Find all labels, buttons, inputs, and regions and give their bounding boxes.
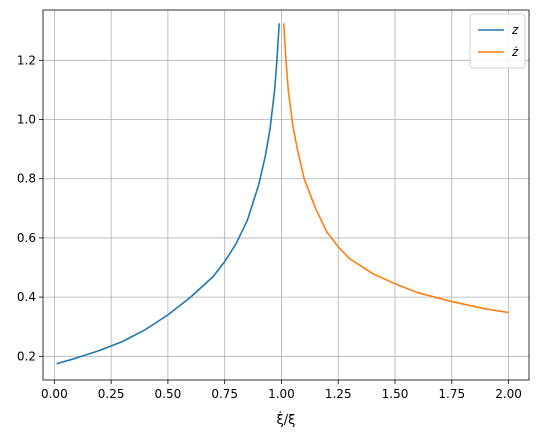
x-tick-label: 1.50 [382,387,409,401]
legend-label: ż [511,45,519,59]
y-tick-label: 0.6 [17,231,36,245]
y-tick-label: 0.8 [17,172,36,186]
legend-label: z [511,23,519,37]
grid-lines [43,10,529,380]
y-tick-label: 0.4 [17,290,36,304]
x-tick-label: 0.75 [211,387,238,401]
y-axis: 0.2 0.4 0.6 0.8 1.0 1.2 [17,53,43,363]
plot-frame [42,9,530,381]
y-tick-label: 1.2 [17,53,36,67]
series-line-1 [282,23,509,314]
series-line-0 [56,23,280,365]
x-tick-label: 1.75 [438,387,465,401]
y-tick-label: 0.2 [17,349,36,363]
x-tick-label: 1.25 [325,387,352,401]
legend-box [469,13,526,69]
series-layer [56,23,509,365]
x-tick-label: 1.00 [268,387,295,401]
x-axis-label: ξ̇/ξ [277,412,296,428]
legend: zż [469,13,526,69]
y-tick-label: 1.0 [17,113,36,127]
x-tick-label: 0.25 [98,387,125,401]
x-tick-label: 2.00 [495,387,522,401]
x-axis: 0.00 0.25 0.50 0.75 1.00 1.25 1.50 1.75 2.00 [41,380,522,401]
x-tick-label: 0.50 [155,387,182,401]
x-tick-label: 0.00 [41,387,68,401]
